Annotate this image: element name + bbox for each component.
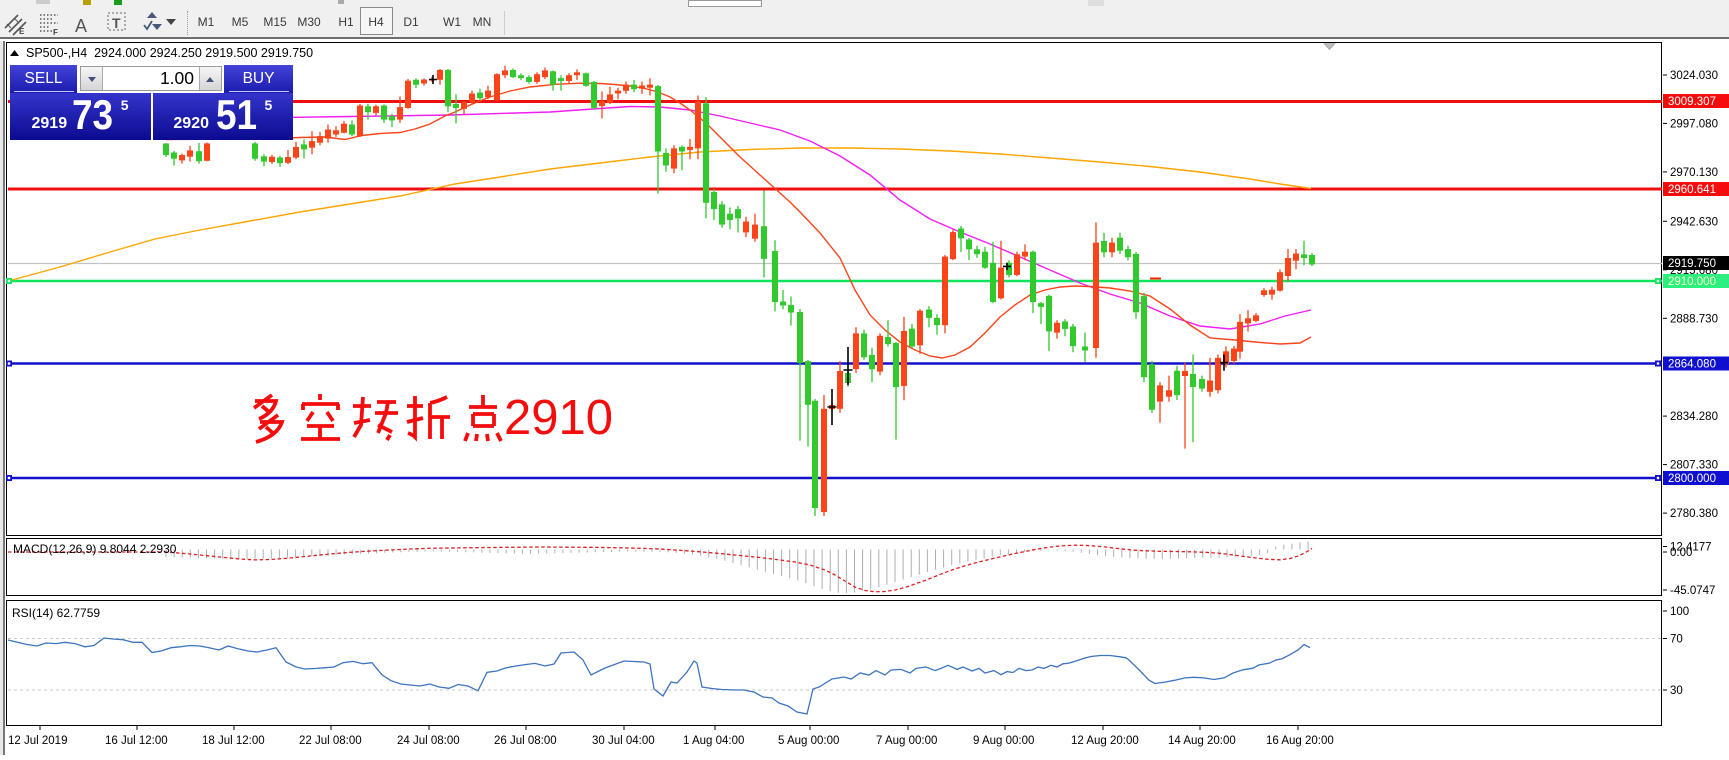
svg-text:26 Jul 08:00: 26 Jul 08:00 (494, 735, 557, 747)
svg-text:2780.380: 2780.380 (1670, 508, 1718, 520)
svg-text:2942.630: 2942.630 (1670, 216, 1718, 228)
svg-text:F: F (53, 28, 58, 37)
svg-text:2834.280: 2834.280 (1670, 411, 1718, 423)
svg-text:14 Aug 20:00: 14 Aug 20:00 (1168, 735, 1236, 747)
svg-text:30 Jul 04:00: 30 Jul 04:00 (592, 735, 655, 747)
svg-text:16 Aug 20:00: 16 Aug 20:00 (1266, 735, 1334, 747)
svg-text:2970.130: 2970.130 (1670, 167, 1718, 179)
svg-text:2910: 2910 (504, 391, 613, 445)
svg-text:2960.641: 2960.641 (1668, 184, 1716, 196)
svg-text:100: 100 (1670, 606, 1689, 618)
svg-text:2888.730: 2888.730 (1670, 313, 1718, 325)
svg-text:16 Jul 12:00: 16 Jul 12:00 (105, 735, 168, 747)
svg-text:2919.750: 2919.750 (1668, 258, 1716, 270)
svg-text:E: E (19, 27, 25, 36)
svg-text:2997.080: 2997.080 (1670, 118, 1718, 130)
svg-text:1 Aug 04:00: 1 Aug 04:00 (683, 735, 744, 747)
svg-text:2800.000: 2800.000 (1668, 473, 1716, 485)
svg-text:3024.030: 3024.030 (1670, 70, 1718, 82)
svg-text:2910.000: 2910.000 (1668, 276, 1716, 288)
svg-text:12.4177: 12.4177 (1670, 542, 1712, 554)
svg-text:RSI(14) 62.7759: RSI(14) 62.7759 (12, 606, 100, 620)
svg-text:T: T (112, 15, 121, 31)
svg-text:9 Aug 00:00: 9 Aug 00:00 (973, 735, 1034, 747)
svg-text:5 Aug 00:00: 5 Aug 00:00 (778, 735, 839, 747)
svg-text:18 Jul 12:00: 18 Jul 12:00 (202, 735, 265, 747)
svg-text:A: A (75, 16, 87, 36)
svg-text:3009.307: 3009.307 (1668, 96, 1716, 108)
svg-text:12 Aug 20:00: 12 Aug 20:00 (1071, 735, 1139, 747)
svg-text:24 Jul 08:00: 24 Jul 08:00 (397, 735, 460, 747)
svg-text:2807.330: 2807.330 (1670, 460, 1718, 472)
svg-text:7 Aug 00:00: 7 Aug 00:00 (876, 735, 937, 747)
svg-text:2864.080: 2864.080 (1668, 359, 1716, 371)
svg-text:12 Jul 2019: 12 Jul 2019 (8, 735, 67, 747)
svg-text:MACD(12,26,9) 9.8044 2.2930: MACD(12,26,9) 9.8044 2.2930 (13, 542, 177, 556)
svg-text:30: 30 (1670, 685, 1683, 697)
svg-text:22 Jul 08:00: 22 Jul 08:00 (299, 735, 362, 747)
svg-text:0.00: 0.00 (1670, 547, 1692, 559)
svg-text:70: 70 (1670, 634, 1683, 646)
svg-text:-45.0747: -45.0747 (1670, 585, 1715, 597)
svg-text:SP500-,H4 2924.000 2924.250 2: SP500-,H4 2924.000 2924.250 2919.500 291… (26, 46, 313, 60)
